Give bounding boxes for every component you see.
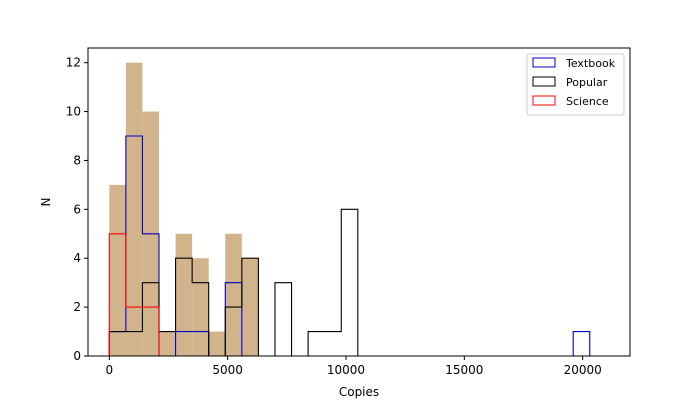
legend-entry-textbook: Textbook bbox=[532, 57, 616, 70]
y-axis-ticks: 0 2 4 6 8 10 12 bbox=[66, 56, 88, 363]
y-tick-label: 10 bbox=[66, 105, 81, 119]
y-tick-label: 12 bbox=[66, 56, 81, 70]
plot-frame bbox=[87, 47, 631, 357]
total-bars bbox=[109, 62, 259, 357]
x-tick-label: 5000 bbox=[212, 363, 243, 377]
legend-swatch-textbook bbox=[532, 57, 556, 68]
legend-entry-popular: Popular bbox=[532, 76, 608, 89]
legend-frame bbox=[526, 53, 625, 116]
y-axis-label: N bbox=[39, 198, 53, 207]
legend-entry-science: Science bbox=[532, 95, 609, 108]
y-tick-label: 8 bbox=[73, 153, 81, 167]
legend-label-textbook: Textbook bbox=[565, 57, 616, 70]
y-tick-label: 2 bbox=[73, 300, 81, 314]
series-step-science bbox=[108, 233, 160, 356]
total-bar bbox=[241, 258, 259, 356]
legend-label-science: Science bbox=[566, 95, 609, 108]
legend-swatch-popular bbox=[532, 76, 556, 87]
total-bar bbox=[225, 233, 242, 356]
x-tick-label: 15000 bbox=[445, 363, 483, 377]
x-tick-label: 20000 bbox=[564, 363, 602, 377]
total-bar bbox=[208, 331, 226, 356]
legend-swatch-science bbox=[532, 95, 556, 106]
total-bar bbox=[125, 62, 143, 357]
total-bar bbox=[109, 184, 126, 356]
x-axis-label: Copies bbox=[339, 385, 379, 399]
legend: Textbook Popular Science bbox=[526, 53, 625, 116]
total-bar bbox=[175, 233, 193, 356]
y-tick-label: 6 bbox=[73, 202, 81, 216]
y-tick-label: 4 bbox=[73, 251, 81, 265]
y-tick-label: 0 bbox=[73, 349, 81, 363]
x-tick-label: 0 bbox=[105, 363, 113, 377]
x-tick-label: 10000 bbox=[327, 363, 365, 377]
x-axis-ticks: 0 5000 10000 15000 20000 bbox=[105, 356, 602, 377]
total-bar bbox=[192, 258, 209, 356]
legend-label-popular: Popular bbox=[566, 76, 608, 89]
total-bar bbox=[159, 331, 176, 356]
